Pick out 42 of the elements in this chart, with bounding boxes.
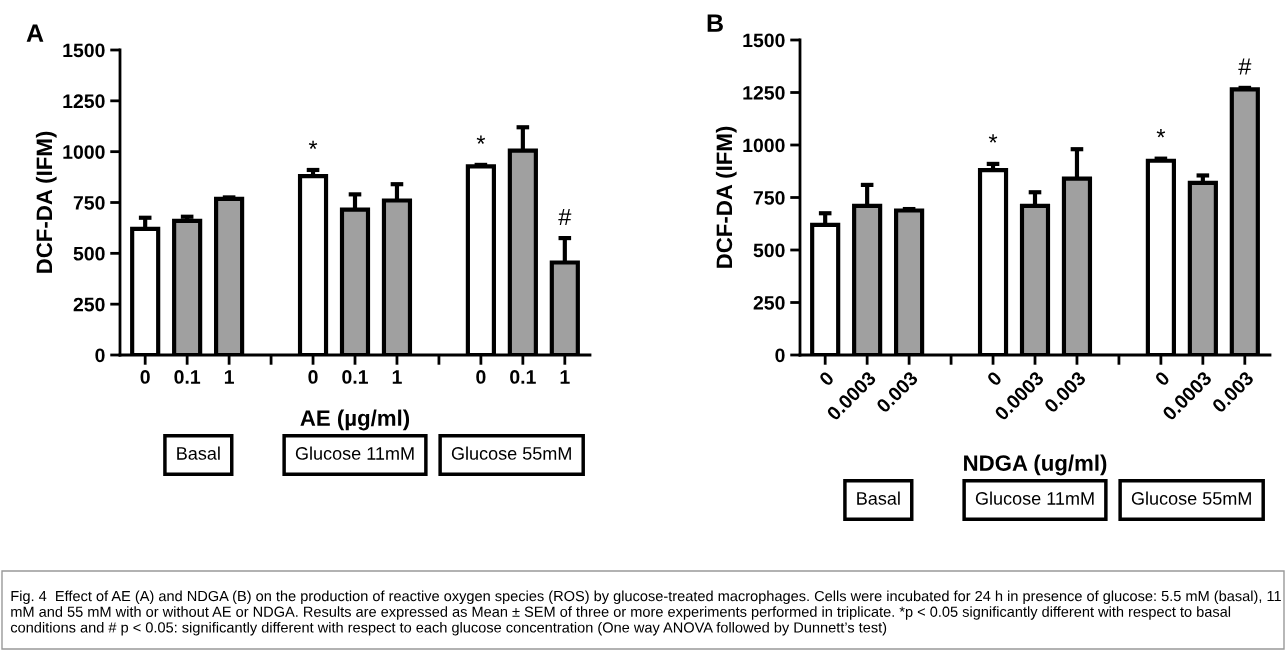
y-tick-label: 500	[753, 243, 785, 258]
y-tick-label: 1250	[63, 94, 105, 109]
text: Basal	[857, 491, 900, 505]
x-tick-label: 0	[476, 370, 486, 384]
x-axis-title: NDGA (ug/ml)	[964, 454, 1107, 476]
y-tick-label: 0	[95, 348, 105, 363]
x-tick-label: 0.1	[510, 370, 536, 384]
y-tick-label: 750	[73, 195, 105, 210]
y-tick-label: 750	[753, 190, 785, 205]
text: Glucose 55mM	[451, 446, 571, 460]
y-tick-label: 0	[775, 348, 785, 363]
text: Basal	[177, 446, 220, 460]
data-label: #	[1238, 58, 1252, 75]
chart-title: A	[26, 24, 44, 42]
y-tick-label: 1500	[743, 33, 785, 48]
y-tick-label: 1250	[743, 85, 785, 100]
x-tick-label: 0.1	[174, 370, 201, 384]
data-label: #	[558, 208, 572, 226]
text: Glucose 11mM	[295, 446, 414, 460]
y-tick-label: 250	[753, 295, 785, 310]
data-label: *	[988, 134, 998, 143]
y-tick-label: 1000	[63, 145, 105, 159]
x-tick-label: 1	[224, 370, 234, 384]
x-tick-label: 0	[308, 370, 318, 384]
data-label: *	[476, 135, 486, 144]
y-axis-title: DCF-DA (IFM)	[715, 126, 737, 268]
text: Glucose 11mM	[975, 491, 1094, 505]
text: Glucose 55mM	[1131, 491, 1251, 505]
data-label: *	[308, 140, 318, 149]
y-axis-title: DCF-DA (IFM)	[35, 131, 57, 273]
x-tick-label: 1	[392, 370, 402, 384]
y-tick-label: 250	[73, 297, 105, 312]
x-tick-label: 0.1	[342, 370, 368, 384]
y-tick-label: 1000	[743, 138, 785, 153]
data-label: *	[1156, 129, 1166, 138]
chart-title: B	[707, 14, 723, 32]
y-tick-label: 500	[73, 246, 105, 261]
x-tick-label: 0	[140, 370, 150, 384]
x-axis-title: AE (µg/ml)	[300, 409, 410, 431]
y-tick-label: 1500	[63, 43, 105, 58]
x-tick-label: 1	[560, 370, 570, 384]
caption: Fig. 4 Effect of AE (A) and NDGA (B) on the production of reactive oxygen species (ROS) by glucose-treated macrophages. Cells were incubated for 24 h in presence of glucose: 5.5 mM (basal), 11 mM and 55 mM with or without AE or NDGA. Results are expressed as Mean ± SEM of three or more experiments performed in triplicate. *p < 0.05 significantly different with respect to basal conditions and # p < 0.05: significantly different with respect to each glucose concentration (One way ANOVA followed by Dunnett’s test)	[10, 590, 1281, 636]
